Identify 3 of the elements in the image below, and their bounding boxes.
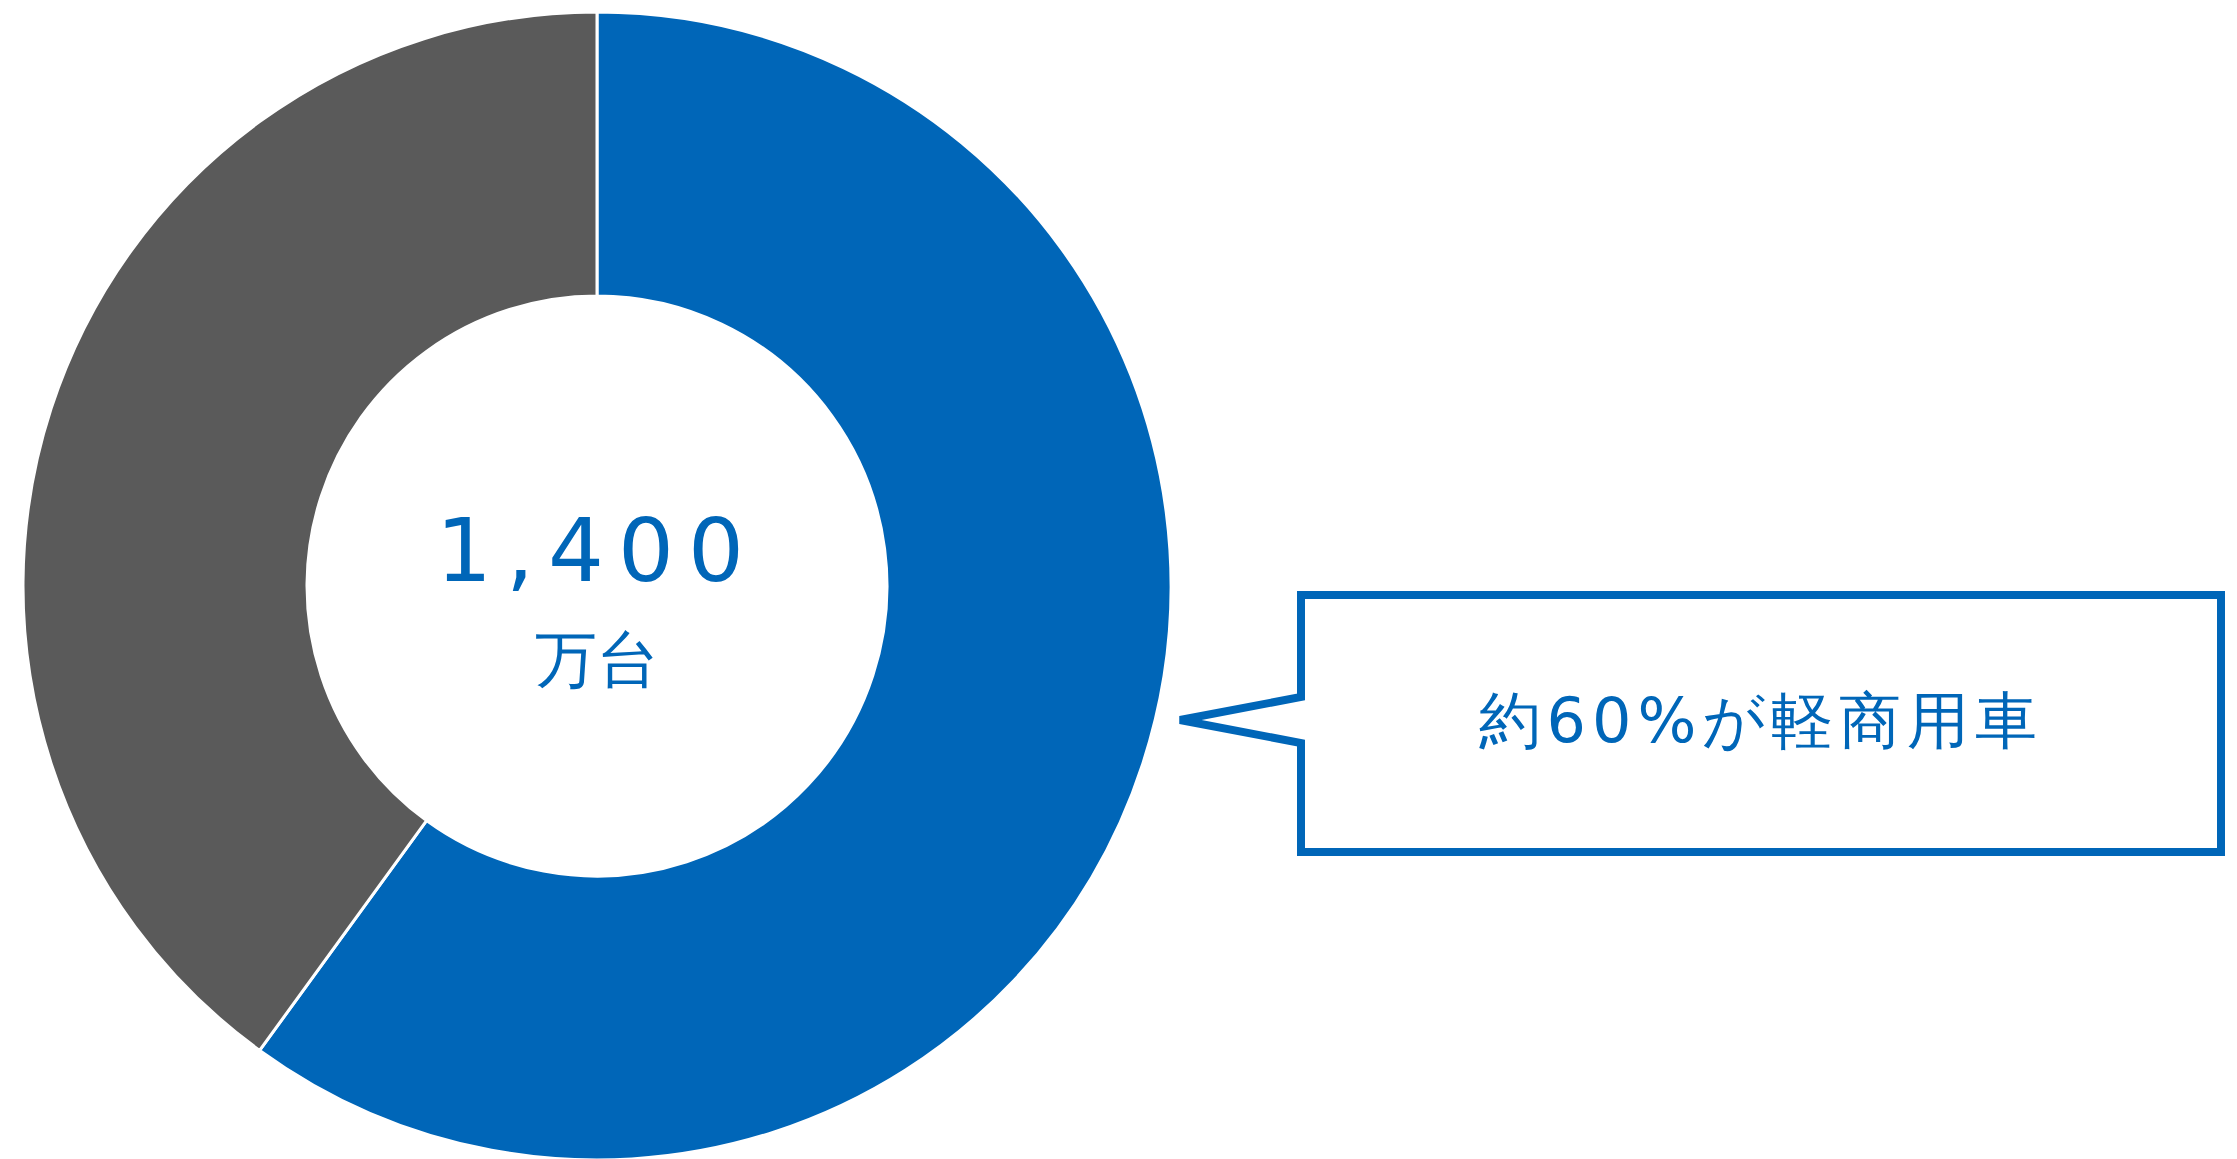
text: 万台 [535,623,659,696]
text: 1,400 [436,499,758,602]
text: 約60%が軽商用車 [1478,684,2044,757]
